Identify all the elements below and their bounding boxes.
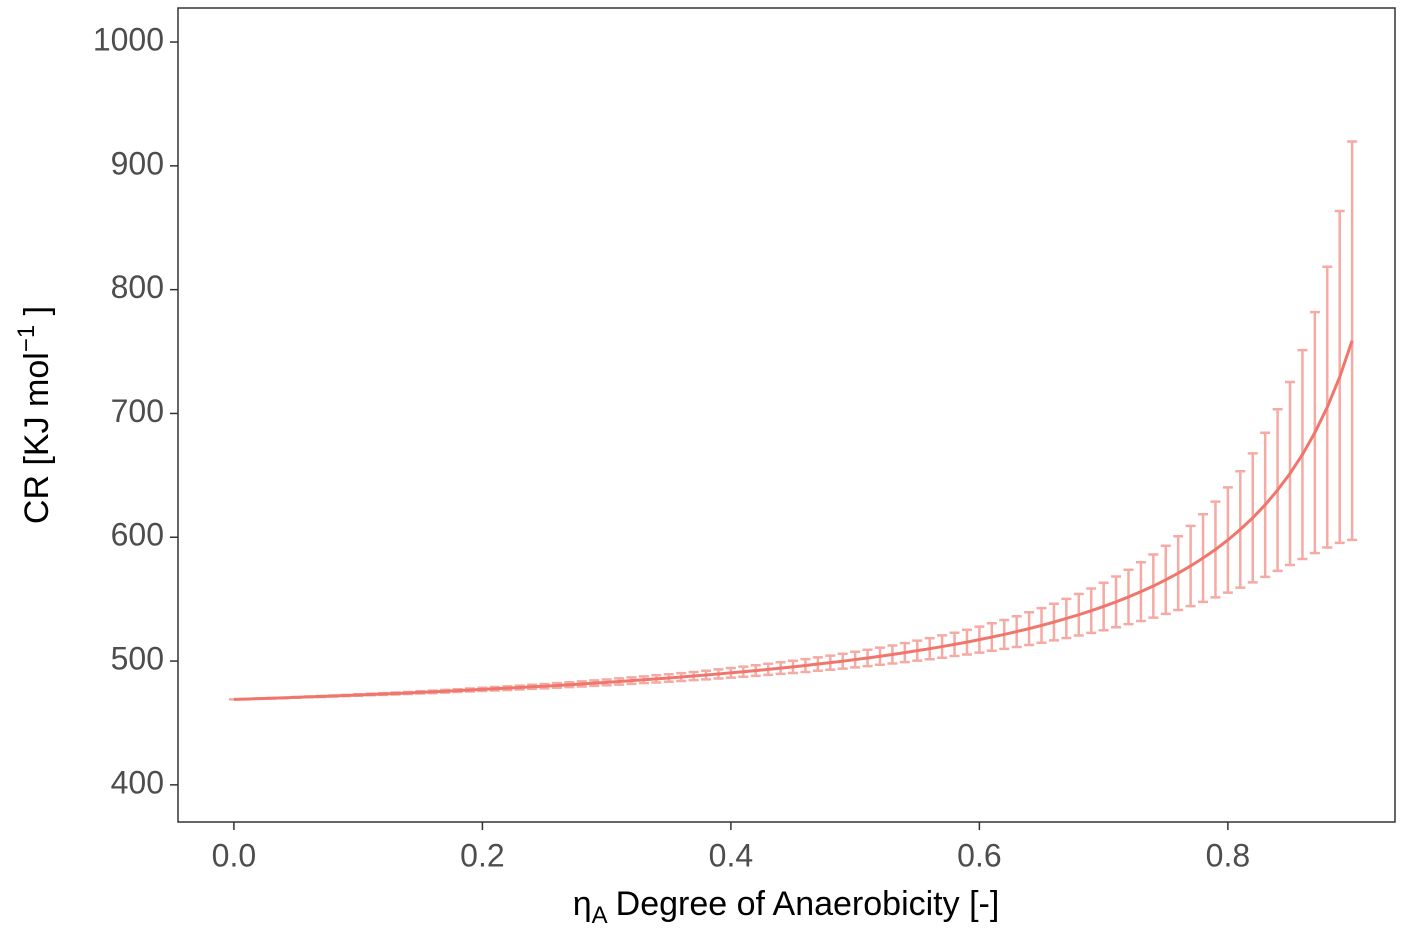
y-axis-title: CR [KJ mol−1 ]	[13, 306, 56, 524]
y-tick-label: 700	[111, 393, 164, 429]
y-tick-label: 1000	[93, 21, 164, 57]
y-tick-label: 500	[111, 641, 164, 677]
x-axis-title: ηA Degree of Anaerobicity [-]	[573, 885, 1000, 929]
y-axis-superscript: −1	[13, 325, 40, 352]
x-tick-label: 0.4	[709, 837, 753, 873]
y-tick-label: 400	[111, 764, 164, 800]
x-tick-label: 0.6	[957, 837, 1001, 873]
x-tick-label: 0.8	[1206, 837, 1250, 873]
line	[233, 340, 1354, 701]
y-tick-label: 900	[111, 145, 164, 181]
x-axis-text: Degree of Anaerobicity [-]	[616, 885, 1000, 923]
plot-frame	[177, 7, 1396, 823]
x-axis-subscript: A	[592, 902, 608, 929]
x-axis-symbol: η	[573, 885, 592, 923]
y-tick-label: 600	[111, 517, 164, 553]
x-tick-label: 0.2	[460, 837, 504, 873]
y-tick-label: 800	[111, 269, 164, 305]
y-axis-end: ]	[18, 306, 56, 325]
x-tick-label: 0.0	[212, 837, 256, 873]
y-axis-text: CR [KJ mol	[18, 352, 56, 524]
